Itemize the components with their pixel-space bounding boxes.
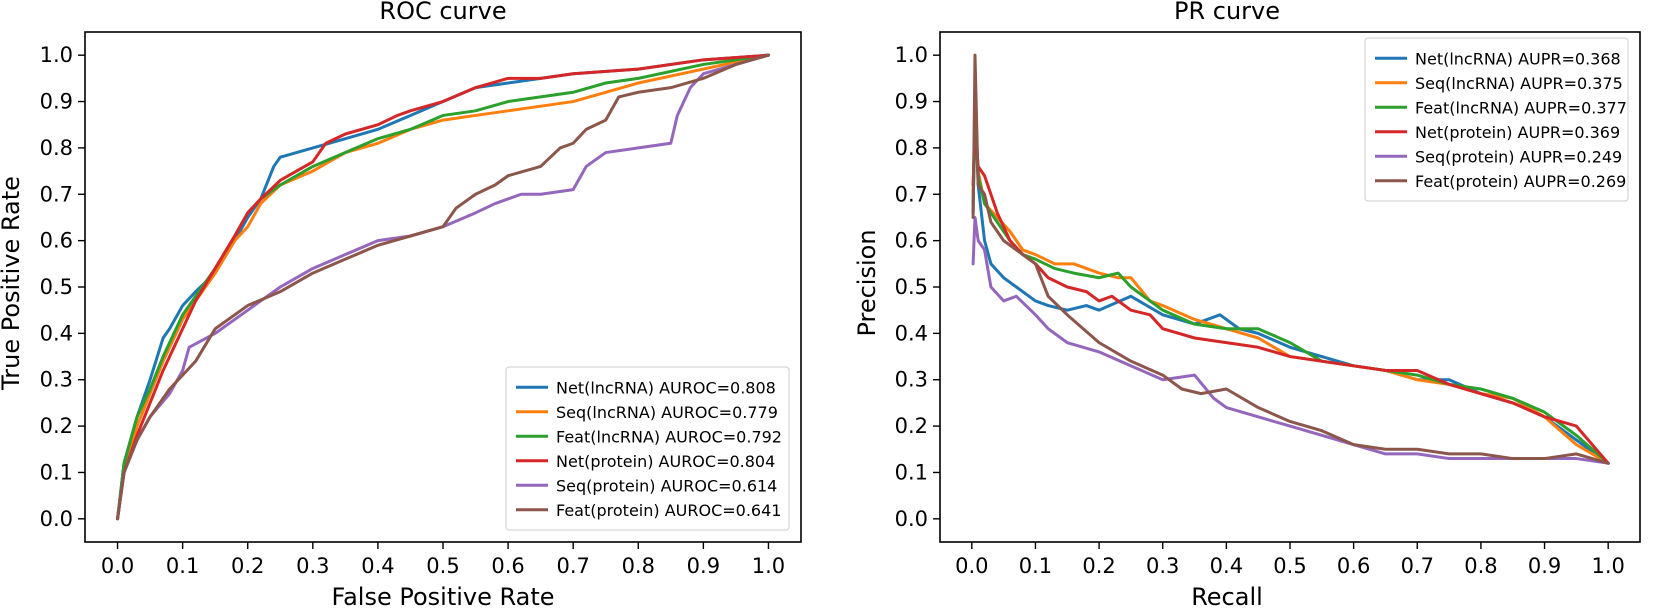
- roc-y-tick-label: 0.2: [40, 414, 73, 438]
- pr-series: [971, 53, 1610, 465]
- pr-legend-label: Net(lncRNA) AUPR=0.368: [1415, 49, 1621, 68]
- roc-y-tick-label: 0.3: [40, 368, 73, 392]
- pr-ticks: 0.0 0.1 0.2 0.3 0.4 0.5 0.6 0.7 0.8 0.9 1.0 0.0 0.1 0…: [895, 43, 1625, 578]
- pr-y-tick-label: 1.0: [895, 43, 928, 67]
- pr-x-tick-label: 0.0: [955, 554, 988, 578]
- roc-y-tick-label: 0.0: [40, 507, 73, 531]
- pr-legend-label: Net(protein) AUPR=0.369: [1415, 123, 1620, 142]
- roc-y-tick-label: 0.1: [40, 460, 73, 484]
- pr-series-line: [971, 123, 1610, 465]
- pr-y-tick-label: 0.1: [895, 460, 928, 484]
- pr-x-tick-label: 0.9: [1528, 554, 1561, 578]
- roc-series: [116, 53, 770, 521]
- pr-x-tick-label: 0.1: [1019, 554, 1052, 578]
- roc-x-tick-label: 0.0: [101, 554, 134, 578]
- roc-legend: Net(lncRNA) AUROC=0.808 Seq(lncRNA) AUROC…: [505, 366, 790, 531]
- roc-series-line: [116, 53, 770, 521]
- roc-x-tick-label: 0.2: [231, 554, 264, 578]
- roc-ticks: 0.0 0.1 0.2 0.3 0.4 0.5 0.6 0.7 0.8 0.9 1.0 0.0 0.1 0…: [40, 43, 786, 578]
- pr-series-line: [971, 53, 1610, 465]
- roc-x-tick-label: 1.0: [752, 554, 785, 578]
- roc-x-tick-label: 0.5: [426, 554, 459, 578]
- pr-plot-frame: [939, 31, 1641, 543]
- roc-chart: ROC curve False Positive Rate True Posit…: [0, 0, 802, 610]
- pr-series-line: [971, 215, 1610, 465]
- roc-series-line: [116, 53, 770, 521]
- pr-legend-box: [1364, 37, 1629, 202]
- pr-y-axis-label: Precision: [853, 229, 881, 336]
- roc-x-tick-label: 0.4: [361, 554, 394, 578]
- roc-y-tick-label: 0.8: [40, 136, 73, 160]
- roc-series-line: [116, 53, 770, 521]
- pr-x-tick-label: 0.2: [1082, 554, 1115, 578]
- pr-y-tick-label: 0.2: [895, 414, 928, 438]
- pr-legend-label: Seq(protein) AUPR=0.249: [1415, 147, 1622, 166]
- pr-chart: PR curve Recall Precision 0.0 0.1 0.2 0.3 0.…: [853, 0, 1641, 610]
- roc-x-tick-label: 0.8: [622, 554, 655, 578]
- pr-y-tick-label: 0.0: [895, 507, 928, 531]
- roc-x-tick-label: 0.3: [296, 554, 329, 578]
- pr-x-tick-label: 0.6: [1337, 554, 1370, 578]
- pr-x-tick-label: 0.8: [1464, 554, 1497, 578]
- pr-title: PR curve: [1174, 0, 1280, 25]
- roc-series-line: [116, 53, 770, 521]
- pr-y-tick-label: 0.3: [895, 368, 928, 392]
- roc-legend-label: Net(protein) AUROC=0.804: [556, 452, 775, 471]
- pr-y-tick-label: 0.5: [895, 275, 928, 299]
- roc-x-tick-label: 0.7: [556, 554, 589, 578]
- pr-y-tick-label: 0.6: [895, 229, 928, 253]
- pr-y-tick-label: 0.8: [895, 136, 928, 160]
- roc-y-axis-label: True Positive Rate: [0, 176, 25, 391]
- roc-y-tick-label: 0.5: [40, 275, 73, 299]
- pr-x-axis-label: Recall: [1191, 583, 1263, 610]
- pr-y-tick-label: 0.4: [895, 321, 928, 345]
- roc-x-tick-label: 0.9: [687, 554, 720, 578]
- roc-x-tick-label: 0.6: [491, 554, 524, 578]
- pr-y-tick-label: 0.9: [895, 90, 928, 114]
- roc-series-line: [116, 53, 770, 521]
- roc-y-tick-label: 1.0: [40, 43, 73, 67]
- roc-legend-label: Feat(protein) AUROC=0.641: [556, 501, 781, 520]
- pr-legend-label: Feat(lncRNA) AUPR=0.377: [1415, 98, 1627, 117]
- roc-y-tick-label: 0.7: [40, 182, 73, 206]
- pr-x-tick-label: 1.0: [1591, 554, 1624, 578]
- pr-y-tick-label: 0.7: [895, 182, 928, 206]
- roc-y-tick-label: 0.9: [40, 90, 73, 114]
- pr-legend-label: Seq(lncRNA) AUPR=0.375: [1415, 74, 1623, 93]
- roc-legend-label: Net(lncRNA) AUROC=0.808: [556, 378, 776, 397]
- pr-x-tick-label: 0.4: [1210, 554, 1243, 578]
- roc-x-axis-label: False Positive Rate: [331, 583, 554, 610]
- roc-title: ROC curve: [379, 0, 506, 25]
- roc-legend-label: Seq(lncRNA) AUROC=0.779: [556, 403, 778, 422]
- pr-x-tick-label: 0.5: [1273, 554, 1306, 578]
- pr-legend: Net(lncRNA) AUPR=0.368 Seq(lncRNA) AUPR=0…: [1364, 37, 1629, 202]
- roc-x-tick-label: 0.1: [166, 554, 199, 578]
- roc-legend-label: Feat(lncRNA) AUROC=0.792: [556, 427, 782, 446]
- pr-x-tick-label: 0.7: [1401, 554, 1434, 578]
- roc-y-tick-label: 0.4: [40, 321, 73, 345]
- roc-legend-label: Seq(protein) AUROC=0.614: [556, 476, 777, 495]
- roc-plot-frame: [84, 31, 802, 543]
- pr-x-tick-label: 0.3: [1146, 554, 1179, 578]
- roc-y-tick-label: 0.6: [40, 229, 73, 253]
- roc-legend-box: [505, 366, 790, 531]
- pr-legend-label: Feat(protein) AUPR=0.269: [1415, 172, 1626, 191]
